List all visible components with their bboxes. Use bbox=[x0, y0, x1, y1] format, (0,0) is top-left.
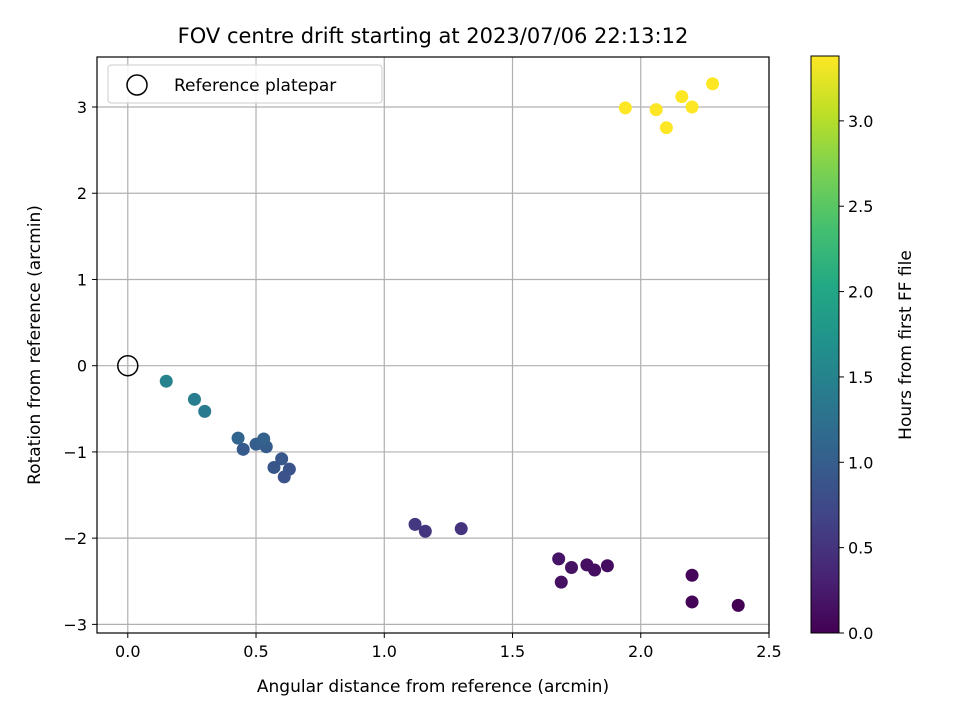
scatter-point bbox=[267, 460, 281, 474]
reference-marker-group bbox=[117, 354, 139, 377]
colorbar-label: Hours from first FF file bbox=[896, 250, 916, 440]
plot-frame bbox=[96, 56, 770, 634]
colorbar-tick-label: 1.5 bbox=[848, 368, 873, 387]
scatter-point bbox=[554, 575, 568, 589]
y-axis-label: Rotation from reference (arcmin) bbox=[25, 205, 45, 485]
scatter-point bbox=[659, 121, 673, 135]
colorbar-tick-label: 3.0 bbox=[848, 112, 873, 131]
y-tick-label: 3 bbox=[77, 98, 87, 117]
legend: Reference platepar bbox=[107, 64, 383, 104]
scatter-point bbox=[552, 552, 566, 566]
legend-open-circle-marker bbox=[126, 74, 148, 96]
reference-platepar-marker bbox=[117, 354, 139, 377]
legend-box bbox=[107, 64, 383, 104]
scatter-point bbox=[675, 90, 689, 104]
chart-title: FOV centre drift starting at 2023/07/06 … bbox=[178, 24, 689, 48]
scatter-points bbox=[159, 77, 745, 612]
scatter-point bbox=[198, 404, 212, 418]
grid-lines bbox=[97, 57, 770, 633]
x-tick-label: 0.5 bbox=[243, 642, 268, 661]
scatter-point bbox=[685, 568, 699, 582]
y-tick-label: 1 bbox=[77, 270, 87, 289]
colorbar-ticks: 0.0 0.5 1.0 1.5 2.0 2.5 3.0 bbox=[839, 112, 873, 643]
y-tick-label: −3 bbox=[63, 615, 87, 634]
scatter-point bbox=[282, 462, 296, 476]
scatter-point bbox=[649, 103, 663, 117]
scatter-point bbox=[236, 442, 250, 456]
colorbar-tick-label: 1.0 bbox=[848, 453, 873, 472]
x-tick-label: 1.5 bbox=[500, 642, 525, 661]
colorbar-gradient bbox=[810, 55, 840, 634]
scatter-point bbox=[731, 598, 745, 612]
scatter-point bbox=[565, 560, 579, 574]
colorbar-tick-label: 2.5 bbox=[848, 197, 873, 216]
scatter-point bbox=[257, 432, 271, 446]
scatter-point bbox=[159, 374, 173, 388]
scatter-point bbox=[454, 522, 468, 536]
x-tick-label: 2.0 bbox=[628, 642, 653, 661]
x-tick-label: 2.5 bbox=[756, 642, 781, 661]
colorbar: 0.0 0.5 1.0 1.5 2.0 2.5 3.0 Hours from first F… bbox=[810, 55, 916, 643]
x-tick-label: 0.0 bbox=[115, 642, 140, 661]
scatter-point bbox=[618, 101, 632, 115]
y-tick-label: 0 bbox=[77, 357, 87, 376]
y-tick-label: −2 bbox=[63, 529, 87, 548]
x-tick-label: 1.0 bbox=[372, 642, 397, 661]
scatter-point bbox=[706, 77, 720, 91]
x-axis-ticks: 0.0 0.5 1.0 1.5 2.0 2.5 bbox=[115, 633, 782, 661]
scatter-point bbox=[685, 595, 699, 609]
scatter-point bbox=[408, 517, 422, 531]
scatter-point bbox=[600, 559, 614, 573]
scatter-point bbox=[418, 524, 432, 538]
y-axis-ticks: −3 −2 −1 0 1 2 3 bbox=[63, 98, 97, 634]
scatter-point bbox=[588, 563, 602, 577]
scatter-point bbox=[275, 452, 289, 466]
colorbar-tick-label: 2.0 bbox=[848, 283, 873, 302]
scatter-point bbox=[187, 392, 201, 406]
scatter-point bbox=[231, 431, 245, 445]
y-tick-label: −1 bbox=[63, 443, 87, 462]
colorbar-tick-label: 0.0 bbox=[848, 624, 873, 643]
colorbar-tick-label: 0.5 bbox=[848, 539, 873, 558]
scatter-point bbox=[685, 100, 699, 114]
y-tick-label: 2 bbox=[77, 184, 87, 203]
x-axis-label: Angular distance from reference (arcmin) bbox=[257, 677, 609, 697]
legend-entry-reference: Reference platepar bbox=[174, 76, 336, 96]
